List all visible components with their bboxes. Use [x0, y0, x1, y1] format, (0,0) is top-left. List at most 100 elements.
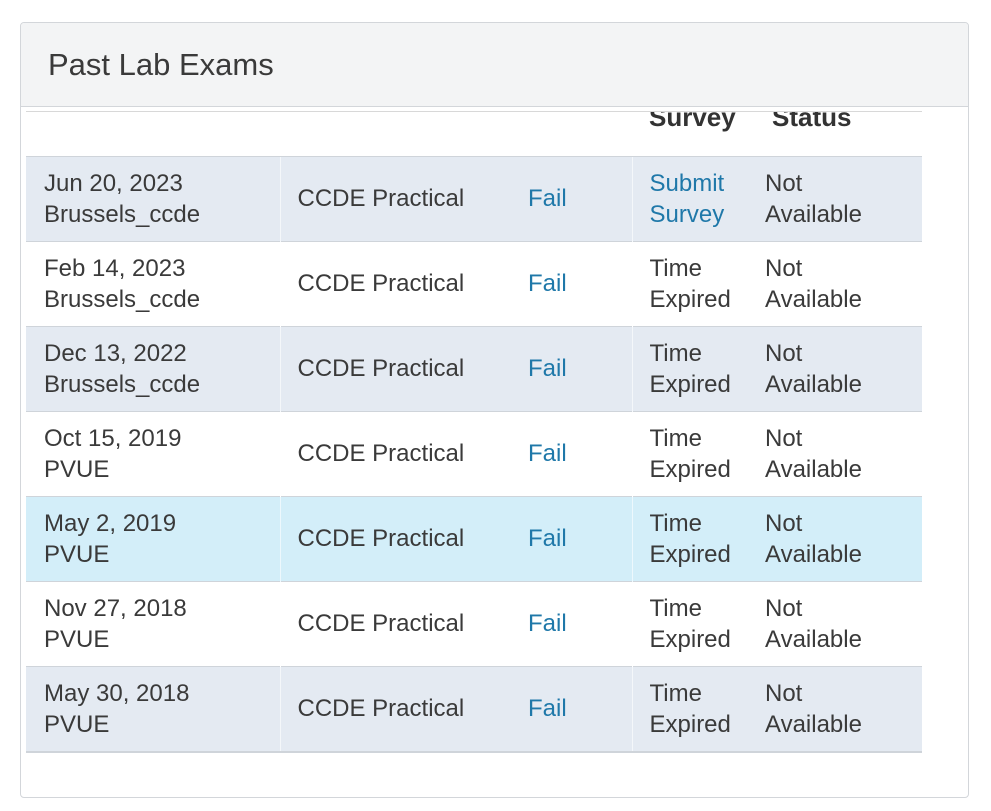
exam-result-link[interactable]: Fail — [528, 270, 567, 297]
exam-result-link[interactable]: Fail — [528, 525, 567, 552]
status-cell: Not Available — [755, 411, 922, 497]
exam-date: Feb 14, 2023 — [44, 254, 186, 282]
table-row: Jun 20, 2023 Brussels_ccde CCDE Practical F… — [26, 156, 922, 242]
exam-result-cell: Fail — [512, 326, 632, 412]
survey-cell: Time Expired — [631, 411, 755, 497]
exam-date-cell: Dec 13, 2022 Brussels_ccde — [26, 326, 280, 412]
survey-cell: Time Expired — [631, 496, 755, 582]
exam-date-cell: Oct 15, 2019 PVUE — [26, 411, 280, 497]
survey-cell: Time Expired — [631, 666, 755, 753]
exam-location: PVUE — [44, 625, 110, 653]
exam-name-cell: CCDE Practical — [279, 496, 512, 582]
survey-cell: Time Expired — [631, 241, 755, 327]
table-header: Survey Status — [26, 112, 922, 156]
survey-status-line2: Expired — [649, 540, 731, 568]
exam-date-cell: May 2, 2019 PVUE — [26, 496, 280, 582]
submit-survey-link[interactable]: Submit Survey — [650, 168, 756, 230]
exam-name-cell: CCDE Practical — [279, 411, 512, 497]
status-cell: Not Available — [755, 156, 922, 242]
exam-name-cell: CCDE Practical — [279, 666, 512, 753]
status-line1: Not — [765, 169, 803, 197]
status-line1: Not — [765, 679, 803, 707]
exam-location: Brussels_ccde — [44, 200, 201, 228]
submit-survey-line1: Submit — [649, 169, 725, 197]
status-line2: Available — [765, 625, 862, 653]
status-line2: Available — [765, 200, 862, 228]
status-line1: Not — [765, 424, 803, 452]
exam-date-cell: Nov 27, 2018 PVUE — [26, 581, 280, 667]
exam-result-cell: Fail — [512, 411, 632, 497]
status-line2: Available — [765, 285, 862, 313]
status-line1: Not — [765, 339, 803, 367]
header-survey: Survey — [649, 112, 736, 132]
survey-status-line1: Time — [649, 509, 702, 537]
exam-result-cell: Fail — [512, 496, 632, 582]
exam-date: May 30, 2018 — [44, 679, 190, 707]
status-line2: Available — [765, 710, 862, 738]
exam-location: PVUE — [44, 540, 110, 568]
exam-location: Brussels_ccde — [44, 370, 201, 398]
exam-result-cell: Fail — [512, 156, 632, 242]
status-line2: Available — [765, 370, 862, 398]
exam-date: Oct 15, 2019 — [44, 424, 182, 452]
survey-status-line1: Time — [649, 339, 702, 367]
exam-name: CCDE Practical — [297, 440, 465, 467]
table-row: May 2, 2019 PVUE CCDE Practical Fail Time Exp… — [26, 496, 922, 582]
panel-heading: Past Lab Exams — [21, 23, 968, 107]
survey-status-line2: Expired — [649, 370, 731, 398]
exam-name: CCDE Practical — [297, 355, 465, 382]
header-divider — [26, 111, 922, 112]
submit-survey-line2: Survey — [649, 200, 725, 228]
exam-result-cell: Fail — [512, 581, 632, 667]
exam-name-cell: CCDE Practical — [279, 241, 512, 327]
exam-result-link[interactable]: Fail — [528, 695, 567, 722]
status-cell: Not Available — [755, 241, 922, 327]
status-line1: Not — [765, 594, 803, 622]
exam-name: CCDE Practical — [297, 270, 465, 297]
exam-location: Brussels_ccde — [44, 285, 201, 313]
exam-result-link[interactable]: Fail — [528, 355, 567, 382]
exam-result-cell: Fail — [512, 666, 632, 753]
exam-name: CCDE Practical — [297, 185, 465, 212]
table-row: Feb 14, 2023 Brussels_ccde CCDE Practical F… — [26, 241, 922, 327]
exam-location: PVUE — [44, 455, 110, 483]
survey-cell: Time Expired — [631, 581, 755, 667]
exam-result-link[interactable]: Fail — [528, 440, 567, 467]
exams-table-container[interactable]: Survey Status Jun 20, 2023 Brussels_ccde C… — [26, 111, 922, 753]
survey-status-line1: Time — [649, 594, 702, 622]
table-row: Oct 15, 2019 PVUE CCDE Practical Fail Time Ex… — [26, 411, 922, 497]
survey-status-line1: Time — [649, 679, 702, 707]
exam-result-link[interactable]: Fail — [528, 610, 567, 637]
status-line1: Not — [765, 254, 803, 282]
survey-status-line2: Expired — [649, 710, 731, 738]
table-row: Dec 13, 2022 Brussels_ccde CCDE Practical F… — [26, 326, 922, 412]
survey-status-line2: Expired — [649, 455, 731, 483]
table-row: May 30, 2018 PVUE CCDE Practical Fail Time Ex… — [26, 666, 922, 753]
status-line1: Not — [765, 509, 803, 537]
exam-name: CCDE Practical — [297, 610, 465, 637]
header-status: Status — [772, 112, 852, 132]
exam-date: Jun 20, 2023 — [44, 169, 183, 197]
survey-status-line1: Time — [649, 424, 702, 452]
exam-name-cell: CCDE Practical — [279, 156, 512, 242]
survey-status-line2: Expired — [649, 625, 731, 653]
exam-location: PVUE — [44, 710, 110, 738]
status-line2: Available — [765, 540, 862, 568]
exam-name: CCDE Practical — [297, 695, 465, 722]
exam-date: Dec 13, 2022 — [44, 339, 187, 367]
panel-title: Past Lab Exams — [48, 46, 274, 82]
exams-table: Jun 20, 2023 Brussels_ccde CCDE Practical F… — [26, 156, 922, 753]
status-line2: Available — [765, 455, 862, 483]
exam-date-cell: Jun 20, 2023 Brussels_ccde — [26, 156, 280, 242]
status-cell: Not Available — [755, 326, 922, 412]
survey-status-line1: Time — [649, 254, 702, 282]
exam-name: CCDE Practical — [297, 525, 465, 552]
exam-result-cell: Fail — [512, 241, 632, 327]
exam-date-cell: May 30, 2018 PVUE — [26, 666, 280, 753]
status-cell: Not Available — [755, 666, 922, 753]
exam-name-cell: CCDE Practical — [279, 326, 512, 412]
survey-cell: Time Expired — [631, 326, 755, 412]
exam-result-link[interactable]: Fail — [528, 185, 567, 212]
status-cell: Not Available — [755, 581, 922, 667]
survey-status-line2: Expired — [649, 285, 731, 313]
